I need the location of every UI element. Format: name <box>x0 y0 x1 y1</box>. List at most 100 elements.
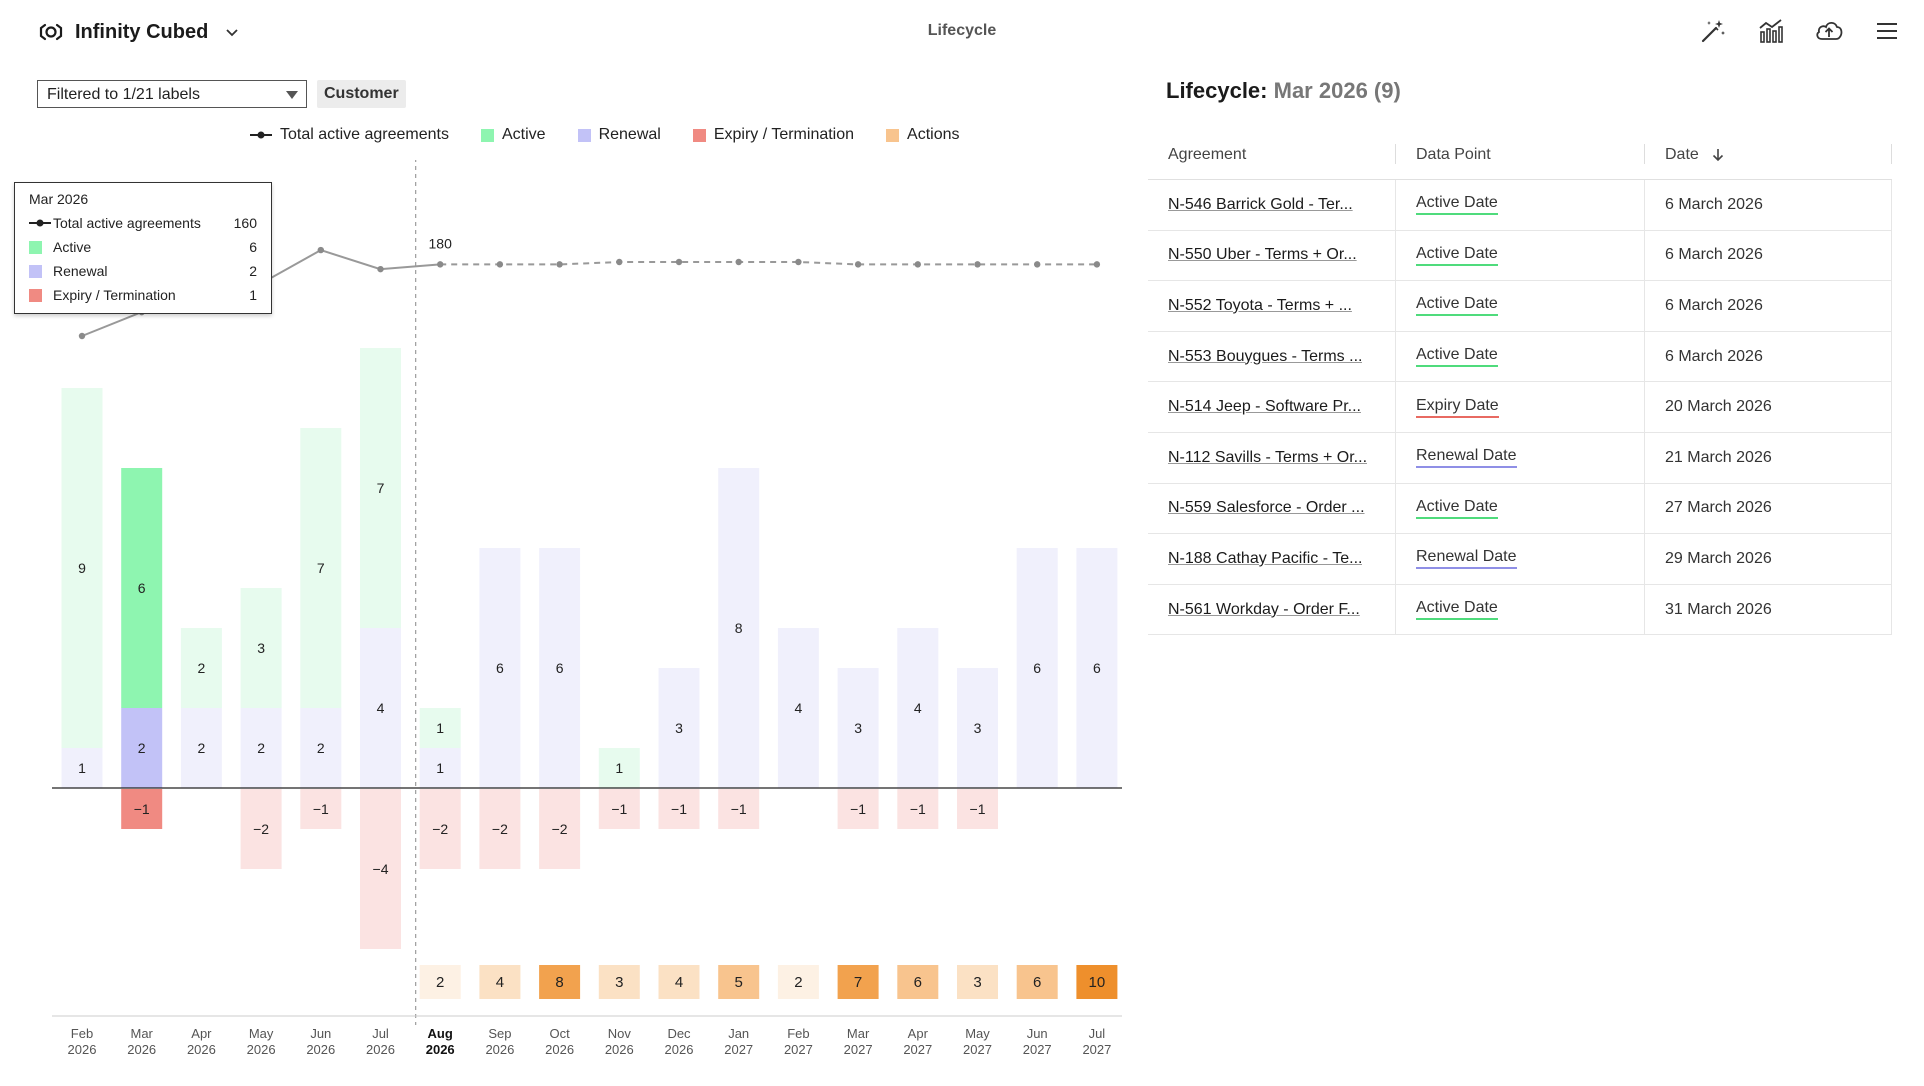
data-point-link[interactable]: Active Date <box>1416 346 1498 368</box>
table-row[interactable]: N-546 Barrick Gold - Ter... Active Date 6 … <box>1148 180 1892 231</box>
expiry-bar[interactable] <box>957 789 998 829</box>
legend-expiry[interactable]: Expiry / Termination <box>692 126 854 144</box>
expiry-bar[interactable] <box>240 789 282 869</box>
total-point[interactable] <box>616 258 623 266</box>
data-point-link[interactable]: Renewal Date <box>1416 447 1517 469</box>
active-bar[interactable] <box>300 428 342 708</box>
actions-cell[interactable] <box>897 965 939 999</box>
total-point[interactable] <box>675 258 683 266</box>
menu-icon[interactable] <box>1872 14 1902 48</box>
actions-cell[interactable] <box>539 965 581 999</box>
data-point-link[interactable]: Active Date <box>1416 599 1498 621</box>
total-point[interactable] <box>974 261 981 268</box>
expiry-bar[interactable] <box>658 789 700 829</box>
renewal-bar[interactable] <box>658 668 700 788</box>
expiry-bar[interactable] <box>718 789 760 829</box>
legend-actions[interactable]: Actions <box>886 126 960 144</box>
expiry-bar[interactable] <box>121 789 163 829</box>
agreement-link[interactable]: N-550 Uber - Terms + Or... <box>1168 246 1357 264</box>
table-row[interactable]: N-559 Salesforce - Order ... Active Date 2… <box>1148 483 1892 535</box>
data-point-link[interactable]: Renewal Date <box>1416 548 1517 570</box>
renewal-bar[interactable] <box>61 748 103 788</box>
renewal-bar[interactable] <box>360 628 401 788</box>
agreement-link[interactable]: N-112 Savills - Terms + Or... <box>1168 448 1368 466</box>
active-bar[interactable] <box>240 588 282 708</box>
table-row[interactable]: N-553 Bouygues - Terms ... Active Date 6 M… <box>1148 331 1892 383</box>
total-point[interactable] <box>914 261 921 268</box>
renewal-bar[interactable] <box>718 468 760 788</box>
active-bar[interactable] <box>360 348 401 628</box>
actions-cell[interactable] <box>1076 965 1118 999</box>
renewal-bar[interactable] <box>1076 548 1118 788</box>
table-row[interactable]: N-112 Savills - Terms + Or... Renewal Dat… <box>1148 432 1892 484</box>
legend-renewal[interactable]: Renewal <box>577 126 661 144</box>
actions-cell[interactable] <box>419 965 461 999</box>
agreement-link[interactable]: N-514 Jeep - Software Pr... <box>1168 398 1361 416</box>
total-point[interactable] <box>437 261 444 268</box>
data-point-link[interactable]: Active Date <box>1416 295 1498 317</box>
expiry-bar[interactable] <box>897 789 939 829</box>
total-point[interactable] <box>795 258 802 266</box>
agreement-link[interactable]: N-546 Barrick Gold - Ter... <box>1168 195 1353 213</box>
data-point-link[interactable]: Active Date <box>1416 194 1498 216</box>
column-data-point[interactable]: Data Point <box>1396 130 1645 179</box>
customer-chip[interactable]: Customer <box>317 80 406 108</box>
active-bar[interactable] <box>121 468 163 708</box>
total-point[interactable] <box>496 261 504 268</box>
expiry-bar[interactable] <box>479 789 521 869</box>
renewal-bar[interactable] <box>121 708 163 788</box>
label-filter-select[interactable]: Filtered to 1/21 labels <box>37 80 307 108</box>
total-point[interactable] <box>556 261 563 268</box>
column-agreement[interactable]: Agreement <box>1148 130 1396 179</box>
actions-cell[interactable] <box>658 965 700 999</box>
actions-cell[interactable] <box>479 965 521 999</box>
agreement-link[interactable]: N-552 Toyota - Terms + ... <box>1168 296 1352 314</box>
table-row[interactable]: N-550 Uber - Terms + Or... Active Date 6 M… <box>1148 230 1892 282</box>
expiry-bar[interactable] <box>419 789 461 869</box>
actions-cell[interactable] <box>957 965 998 999</box>
data-point-link[interactable]: Expiry Date <box>1416 397 1499 418</box>
actions-cell[interactable] <box>777 965 819 999</box>
agreement-link[interactable]: N-188 Cathay Pacific - Te... <box>1168 549 1363 567</box>
agreement-link[interactable]: N-553 Bouygues - Terms ... <box>1168 347 1363 365</box>
expiry-bar[interactable] <box>837 789 879 829</box>
expiry-bar[interactable] <box>539 789 581 869</box>
renewal-bar[interactable] <box>1016 548 1058 788</box>
workspace-switcher[interactable]: Infinity Cubed <box>37 18 240 46</box>
expiry-bar[interactable] <box>360 789 401 949</box>
active-bar[interactable] <box>61 388 103 748</box>
renewal-bar[interactable] <box>837 668 879 788</box>
table-row[interactable]: N-514 Jeep - Software Pr... Expiry Date 20… <box>1148 382 1892 433</box>
total-point[interactable] <box>317 246 324 254</box>
total-line-projected[interactable] <box>440 261 1097 266</box>
chart-icon[interactable] <box>1756 14 1786 48</box>
renewal-bar[interactable] <box>180 708 222 788</box>
renewal-bar[interactable] <box>897 628 939 788</box>
active-bar[interactable] <box>180 628 222 708</box>
total-point[interactable] <box>1093 261 1101 268</box>
expiry-bar[interactable] <box>598 789 640 829</box>
data-point-link[interactable]: Active Date <box>1416 498 1498 519</box>
renewal-bar[interactable] <box>300 708 342 788</box>
actions-cell[interactable] <box>718 965 760 999</box>
expiry-bar[interactable] <box>300 789 342 829</box>
table-row[interactable]: N-188 Cathay Pacific - Te... Renewal Date… <box>1148 534 1892 585</box>
active-bar[interactable] <box>598 748 640 788</box>
renewal-bar[interactable] <box>479 548 521 788</box>
actions-cell[interactable] <box>837 965 879 999</box>
magic-wand-icon[interactable] <box>1698 14 1728 48</box>
renewal-bar[interactable] <box>539 548 581 788</box>
renewal-bar[interactable] <box>419 748 461 788</box>
renewal-bar[interactable] <box>777 628 819 788</box>
actions-cell[interactable] <box>598 965 640 999</box>
total-point[interactable] <box>735 258 742 266</box>
cloud-upload-icon[interactable] <box>1814 14 1844 48</box>
total-point[interactable] <box>854 261 862 268</box>
total-point[interactable] <box>377 265 384 273</box>
lifecycle-chart[interactable]: 1 9 2 6 −1 2 2 2 3 −2 2 7 −1 4 7 −4 1 1 −2 6 −2 6 −2 1 −1 3 −1 8 −1 4… <box>0 160 1140 1070</box>
active-bar[interactable] <box>419 708 461 748</box>
renewal-bar[interactable] <box>957 668 998 788</box>
table-row[interactable]: N-561 Workday - Order F... Active Date 31 … <box>1148 584 1892 636</box>
table-row[interactable]: N-552 Toyota - Terms + ... Active Date 6 M… <box>1148 281 1892 332</box>
column-date[interactable]: Date <box>1645 130 1892 179</box>
